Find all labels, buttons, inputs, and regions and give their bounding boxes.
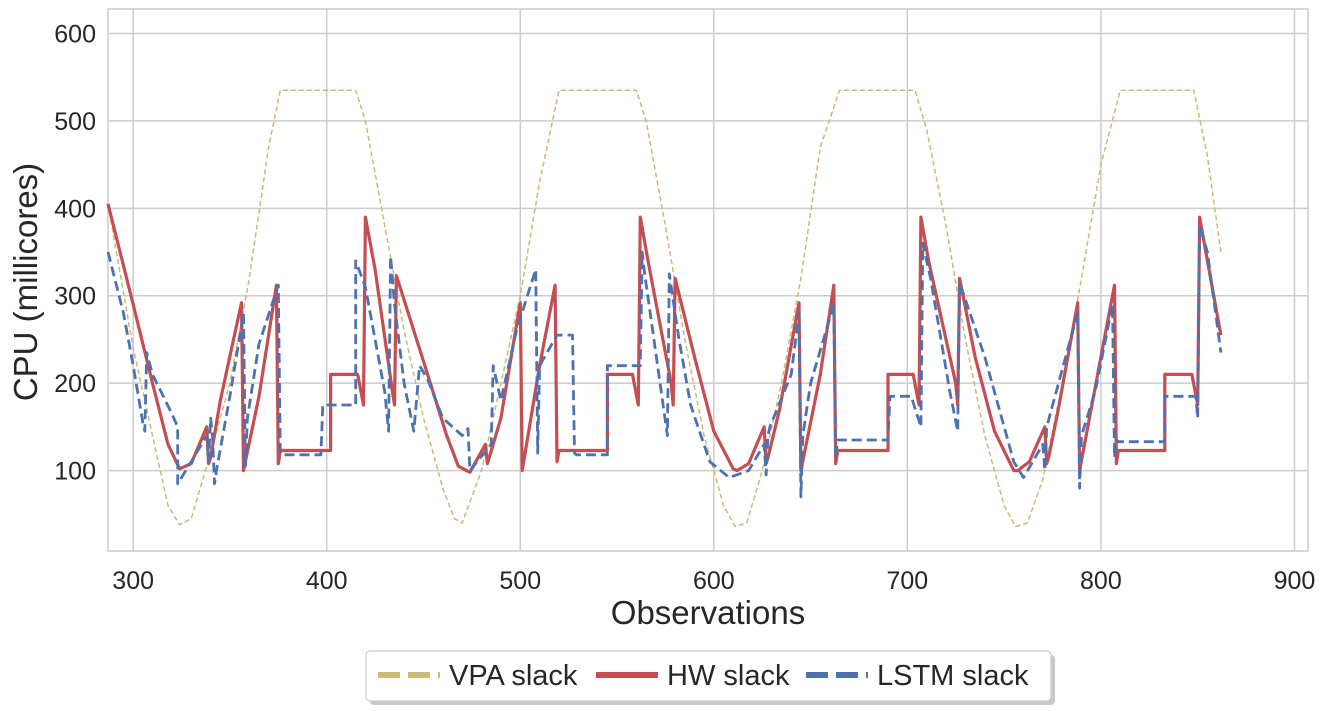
x-tick-label: 400 [306,567,348,595]
y-axis-title: CPU (millicores) [7,163,44,401]
y-tick-label: 400 [54,195,96,223]
y-tick-labels: 100 200 300 400 500 600 [54,20,96,485]
y-tick-label: 300 [54,283,96,311]
plot-frame [107,8,1309,552]
y-tick-label: 500 [54,108,96,136]
y-tick-label: 100 [54,458,96,486]
series-line-hw-slack [106,203,1223,474]
x-tick-label: 500 [499,567,541,595]
legend-box [365,650,1052,702]
legend-items: VPA slack HW slack LSTM slack [378,660,1029,692]
x-tick-label: 900 [1274,567,1316,595]
x-tick-label: 700 [886,567,928,595]
legend-label-hw-slack: HW slack [667,660,790,692]
x-axis-title: Observations [611,594,805,631]
legend-label-vpa-slack: VPA slack [449,660,578,692]
x-tick-label: 300 [112,567,154,595]
x-tick-label: 800 [1080,567,1122,595]
y-tick-label: 200 [54,370,96,398]
x-tick-labels: 300 400 500 600 700 800 900 [112,567,1315,595]
series-line-lstm-slack [106,224,1223,499]
legend: VPA slack HW slack LSTM slack [365,650,1055,705]
x-tick-label: 600 [693,567,735,595]
grid [108,9,1308,551]
series-layer [106,89,1223,528]
legend-label-lstm-slack: LSTM slack [877,660,1029,692]
series-line-vpa-slack [107,89,1222,528]
y-tick-label: 600 [54,20,96,48]
